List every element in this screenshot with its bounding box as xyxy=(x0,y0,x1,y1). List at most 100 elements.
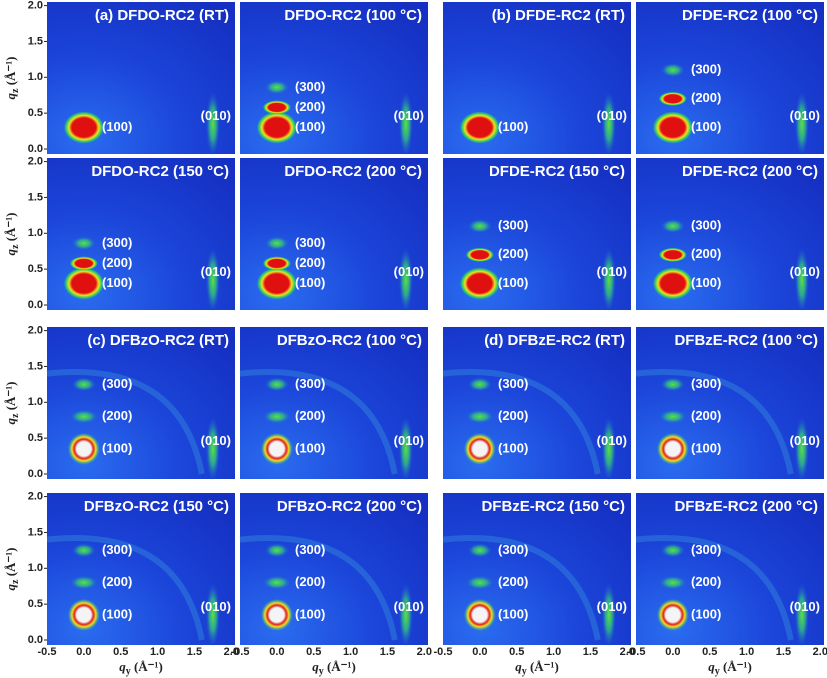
peak-spot xyxy=(264,543,289,558)
x-tick-label: -0.5 xyxy=(434,646,453,658)
peak-label: (200) xyxy=(691,90,721,105)
peak-label: (300) xyxy=(691,218,721,233)
x-tick-label: 0.5 xyxy=(113,646,128,658)
axis-subscript: z xyxy=(10,413,21,418)
axis-symbol: q xyxy=(3,584,18,591)
side-streak xyxy=(794,247,809,312)
y-tick-label: 0.0 xyxy=(28,634,43,646)
peak-label: (100) xyxy=(102,440,132,455)
x-tick-label: 0.5 xyxy=(509,646,524,658)
panel: (100) (200) (300) (010) DFDO-RC2 (150 °C) xyxy=(47,158,235,312)
side-streak xyxy=(398,582,413,647)
x-tick-label: 2.0 xyxy=(620,646,635,658)
panel-title: DFDO-RC2 (150 °C) xyxy=(91,163,229,180)
panel: (100) (200) (300) (010) (c) DFBzO-RC2 (RT) xyxy=(46,327,235,481)
y-tick-label: 1.5 xyxy=(28,360,43,372)
x-tick-label: 0.0 xyxy=(472,646,487,658)
y-tick-label: 0.5 xyxy=(28,432,43,444)
peak-spot xyxy=(656,598,689,631)
peak-spot xyxy=(67,598,100,631)
peak-label: (100) xyxy=(691,440,721,455)
side-peak-label: (010) xyxy=(201,599,231,614)
peak-spot xyxy=(658,575,687,590)
peak-spot xyxy=(658,247,687,262)
x-tick-label: 1.5 xyxy=(380,646,395,658)
panel: (100) (200) (300) (010) DFBzO-RC2 (200 °C) xyxy=(239,493,428,647)
peak-spot xyxy=(652,267,693,300)
side-streak xyxy=(205,582,220,647)
y-tick-label: 0.5 xyxy=(28,107,43,119)
peak-spot xyxy=(264,80,289,95)
panel: (100) (200) (300) (010) DFBzE-RC2 (100 °C) xyxy=(635,327,824,481)
axis-title: qy (Å⁻¹) xyxy=(515,659,559,677)
scatter-arc xyxy=(46,369,205,475)
side-streak xyxy=(205,247,220,312)
peak-spot xyxy=(69,256,98,271)
axis-unit: (Å⁻¹) xyxy=(527,659,559,674)
x-tick-label: 2.0 xyxy=(224,646,239,658)
peak-label: (300) xyxy=(295,79,325,94)
y-tick-label: 2.0 xyxy=(28,490,43,502)
panel: (100) (200) (300) (010) DFBzO-RC2 (150 °C) xyxy=(46,493,235,647)
scatter-arc xyxy=(442,369,601,475)
side-peak-label: (010) xyxy=(597,108,627,123)
side-peak-label: (010) xyxy=(597,433,627,448)
axis-unit: (Å⁻¹) xyxy=(720,659,752,674)
x-tick-label: -0.5 xyxy=(627,646,646,658)
panel-title: DFDE-RC2 (200 °C) xyxy=(682,163,818,180)
scatter-arc xyxy=(239,535,398,641)
scatter-arc xyxy=(46,535,205,641)
peak-spot xyxy=(264,236,289,251)
side-streak xyxy=(794,582,809,647)
peak-spot xyxy=(71,543,96,558)
panel-title: DFBzO-RC2 (100 °C) xyxy=(277,332,422,349)
peak-label: (200) xyxy=(102,408,132,423)
axis-symbol: q xyxy=(515,659,522,674)
peak-label: (100) xyxy=(102,119,132,134)
axis-subscript: y xyxy=(126,666,131,677)
peak-spot xyxy=(262,575,291,590)
x-tick-label: 1.5 xyxy=(776,646,791,658)
panel-title: (c) DFBzO-RC2 (RT) xyxy=(87,332,229,349)
side-streak xyxy=(205,416,220,481)
panel: (100) (200) (300) (010) DFDE-RC2 (200 °C) xyxy=(636,158,824,312)
peak-spot xyxy=(69,409,98,424)
panel-title: DFBzO-RC2 (200 °C) xyxy=(277,498,422,515)
peak-spot xyxy=(71,236,96,251)
peak-label: (100) xyxy=(295,119,325,134)
axis-title: qz (Å⁻¹) xyxy=(3,381,21,424)
panel: (100) (200) (300) (010) DFDE-RC2 (150 °C) xyxy=(443,158,631,312)
x-tick-label: 1.5 xyxy=(187,646,202,658)
y-tick-label: 1.5 xyxy=(28,35,43,47)
peak-spot xyxy=(465,247,494,262)
axis-symbol: q xyxy=(119,659,126,674)
peak-spot xyxy=(63,267,104,300)
peak-label: (200) xyxy=(691,408,721,423)
axis-unit: (Å⁻¹) xyxy=(3,381,18,413)
axis-subscript: z xyxy=(10,579,21,584)
panel: (100) (200) (300) (010) (d) DFBzE-RC2 (RT) xyxy=(442,327,631,481)
scatter-arc xyxy=(635,535,794,641)
y-tick-label: 1.5 xyxy=(28,526,43,538)
y-tick-label: 0.0 xyxy=(28,143,43,155)
peak-label: (300) xyxy=(102,235,132,250)
peak-label: (100) xyxy=(295,440,325,455)
peak-spot xyxy=(262,100,291,115)
y-tick-label: 1.0 xyxy=(28,71,43,83)
peak-spot xyxy=(465,409,494,424)
side-streak xyxy=(398,91,413,156)
peak-label: (200) xyxy=(691,574,721,589)
panel: (100) (200) (300) (010) DFDO-RC2 (200 °C) xyxy=(240,158,428,312)
x-tick-label: 1.0 xyxy=(546,646,561,658)
axis-subscript: y xyxy=(319,666,324,677)
side-peak-label: (010) xyxy=(597,599,627,614)
peak-spot xyxy=(467,377,492,392)
panel-title: DFBzO-RC2 (150 °C) xyxy=(84,498,229,515)
side-peak-label: (010) xyxy=(201,108,231,123)
axis-subscript: y xyxy=(522,666,527,677)
peak-spot xyxy=(260,598,293,631)
peak-label: (300) xyxy=(691,542,721,557)
axis-title: qy (Å⁻¹) xyxy=(119,659,163,677)
side-peak-label: (010) xyxy=(394,264,424,279)
peak-spot xyxy=(463,432,496,465)
